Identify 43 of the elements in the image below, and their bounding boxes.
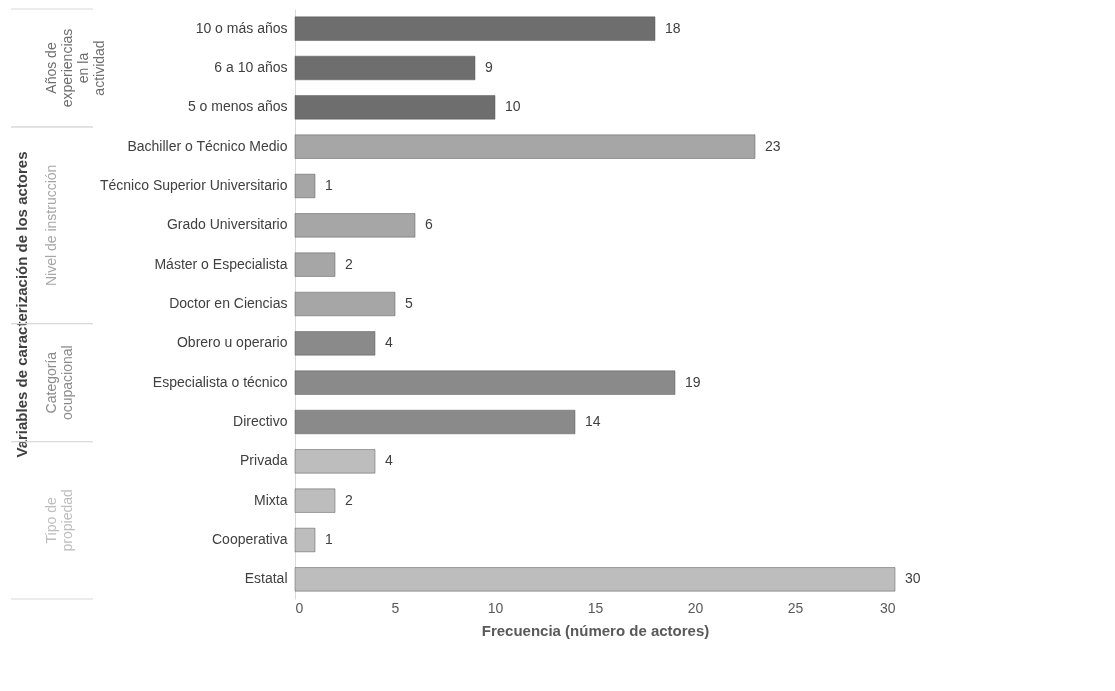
data-label: 14 <box>585 413 601 429</box>
text: Años de experiencias en la actividad <box>43 28 107 108</box>
y-tick-label: 10 o más años <box>195 19 288 36</box>
text: Categoría ocupacional <box>43 345 75 421</box>
y-tick-label: Doctor en Ciencias <box>169 295 288 311</box>
data-label: 19 <box>685 373 701 390</box>
x-tick-label: 20 <box>687 599 704 616</box>
y-tick-label: Directivo <box>233 413 288 429</box>
data-label: 2 <box>345 491 353 508</box>
x-tick-label: 10 <box>487 599 504 616</box>
x-tick-label: 25 <box>787 599 804 616</box>
x-tick-label: 5 <box>391 599 400 616</box>
data-label: 2 <box>345 255 353 272</box>
x-axis-title: Frecuencia (número de actores) <box>481 621 710 639</box>
y-tick-label: Especialista o técnico <box>152 373 288 390</box>
x-tick-label: 0 <box>295 599 304 616</box>
data-label: 6 <box>425 216 433 233</box>
data-label: 10 <box>505 98 521 115</box>
y-tick-label: Técnico Superior Universitario <box>99 177 288 193</box>
y-tick-label: Grado Universitario <box>166 216 288 233</box>
data-label: 1 <box>325 177 333 193</box>
y-tick-label: Máster o Especialista <box>154 255 288 272</box>
data-label: 18 <box>665 19 681 36</box>
x-tick-label: 30 <box>879 599 896 616</box>
y-axis-title: Variables de caracterización de los actores <box>12 151 30 458</box>
data-label: 4 <box>385 334 393 351</box>
data-label: 30 <box>905 570 921 587</box>
y-tick-label: Mixta <box>254 491 288 508</box>
y-tick-label: Estatal <box>244 570 288 587</box>
data-label: 23 <box>765 137 781 154</box>
y-tick-label: Privada <box>240 452 288 469</box>
y-tick-label: 5 o menos años <box>187 98 288 115</box>
text: Nivel de instrucción <box>43 164 59 287</box>
y-tick-label: Cooperativa <box>212 531 288 547</box>
text: Tipo de propiedad <box>43 489 75 552</box>
y-tick-label: Bachiller o Técnico Medio <box>127 137 288 154</box>
data-label: 1 <box>325 531 333 547</box>
data-label: 5 <box>405 295 413 311</box>
y-tick-label: Obrero u operario <box>176 334 288 351</box>
data-label: 9 <box>485 59 493 75</box>
x-tick-label: 15 <box>587 599 604 616</box>
data-label: 4 <box>385 452 393 469</box>
y-tick-label: 6 a 10 años <box>214 59 288 75</box>
